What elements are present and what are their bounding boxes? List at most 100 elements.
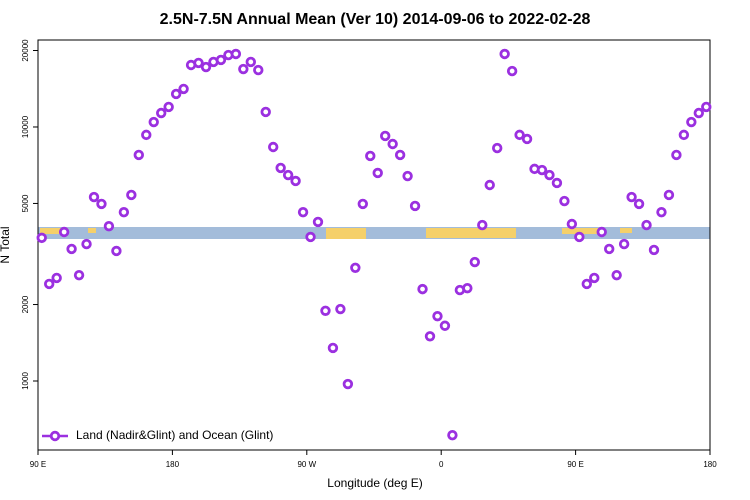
point	[126, 189, 137, 201]
point	[155, 107, 167, 119]
point	[327, 342, 339, 354]
point	[447, 429, 458, 441]
point	[506, 65, 518, 77]
point	[178, 83, 189, 95]
point	[350, 262, 361, 274]
point	[66, 243, 77, 255]
point	[245, 56, 256, 68]
point	[238, 63, 249, 75]
point	[402, 170, 413, 182]
point	[678, 129, 690, 141]
point	[141, 129, 152, 141]
point	[290, 175, 301, 187]
point	[230, 48, 242, 60]
x-tick-label: 180	[703, 460, 717, 469]
point	[432, 310, 443, 322]
point	[477, 219, 488, 231]
point	[111, 245, 122, 257]
land-ocean-band	[38, 227, 710, 239]
point	[260, 106, 271, 118]
point	[372, 167, 383, 179]
y-tick-label: 20000	[21, 39, 30, 62]
point	[268, 141, 279, 153]
x-tick-label: 180	[166, 460, 180, 469]
point	[462, 282, 473, 294]
y-axis-label: N Total	[0, 226, 12, 263]
point	[312, 216, 324, 228]
point	[618, 238, 630, 250]
point	[574, 231, 585, 243]
y-tick-label: 2000	[21, 295, 30, 313]
point	[200, 61, 212, 73]
point	[424, 331, 436, 342]
point	[663, 189, 675, 201]
point	[544, 169, 555, 181]
point	[671, 149, 682, 161]
point	[335, 303, 346, 315]
point	[701, 101, 712, 113]
point	[626, 191, 637, 203]
point	[417, 283, 428, 295]
point	[648, 244, 660, 256]
point	[439, 320, 451, 331]
point	[282, 169, 294, 181]
point	[163, 101, 174, 113]
point	[73, 269, 85, 281]
point	[88, 191, 100, 203]
x-tick-label: 90 W	[297, 460, 316, 469]
point	[81, 238, 92, 250]
point	[44, 278, 55, 290]
point	[58, 226, 70, 238]
point	[394, 149, 406, 161]
point	[409, 200, 421, 212]
point	[342, 378, 354, 390]
x-tick-label: 0	[439, 460, 444, 469]
point	[514, 129, 525, 141]
point	[118, 206, 130, 218]
point	[633, 198, 645, 210]
point	[215, 54, 227, 66]
point	[611, 269, 622, 281]
point	[551, 177, 563, 189]
point	[387, 138, 398, 150]
y-tick-label: 10000	[21, 115, 30, 138]
point	[656, 206, 667, 218]
point	[103, 220, 115, 232]
point	[559, 195, 570, 207]
point	[357, 198, 368, 210]
point	[193, 57, 204, 69]
x-tick-label: 90 E	[30, 460, 46, 469]
point	[492, 142, 503, 154]
point	[305, 231, 316, 243]
x-tick-label: 90 E	[567, 460, 583, 469]
point	[484, 179, 495, 191]
point	[133, 149, 144, 161]
point	[297, 206, 309, 218]
point	[380, 130, 391, 142]
point	[581, 278, 592, 290]
point	[589, 272, 600, 284]
y-tick-label: 1000	[21, 372, 30, 390]
point	[641, 219, 652, 231]
x-axis-label: Longitude (deg E)	[327, 476, 422, 490]
point	[51, 272, 62, 284]
point	[96, 198, 107, 210]
point	[686, 116, 697, 128]
plot-frame	[37, 39, 711, 451]
legend-marker	[49, 430, 61, 442]
point	[170, 88, 182, 100]
point	[604, 243, 615, 255]
point	[536, 164, 548, 176]
point	[320, 305, 331, 316]
point	[365, 150, 376, 162]
point	[469, 256, 480, 268]
point	[596, 226, 607, 238]
point	[253, 64, 264, 76]
point	[693, 107, 704, 119]
point	[499, 48, 510, 60]
point	[521, 133, 533, 145]
point	[148, 116, 159, 128]
legend-label: Land (Nadir&Glint) and Ocean (Glint)	[76, 428, 273, 442]
y-tick-label: 5000	[21, 194, 30, 212]
